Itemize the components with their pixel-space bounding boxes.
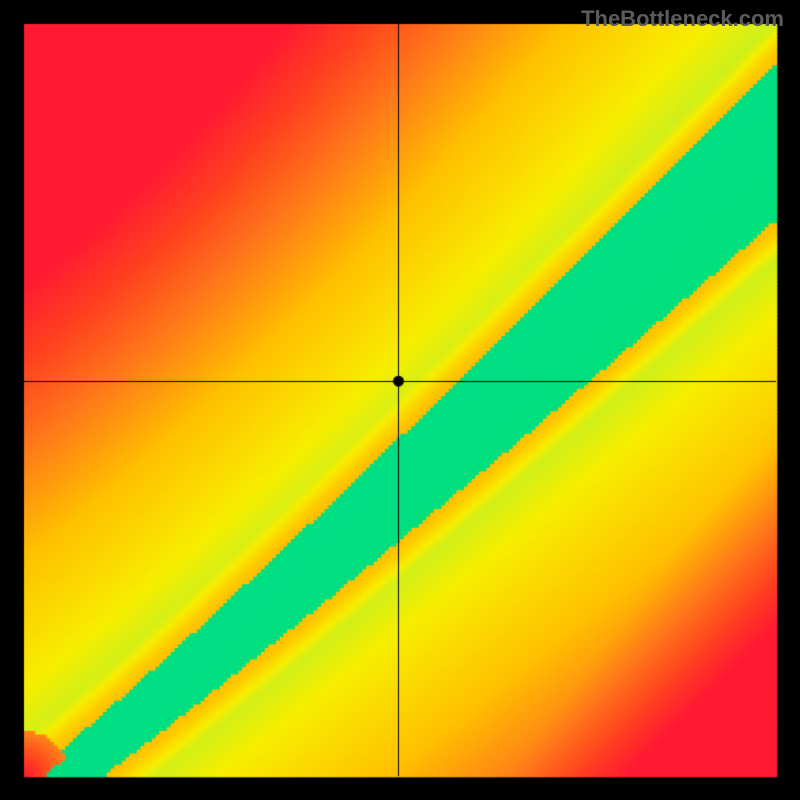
heatmap-canvas [0, 0, 800, 800]
chart-container: TheBottleneck.com [0, 0, 800, 800]
attribution-text: TheBottleneck.com [581, 6, 784, 32]
